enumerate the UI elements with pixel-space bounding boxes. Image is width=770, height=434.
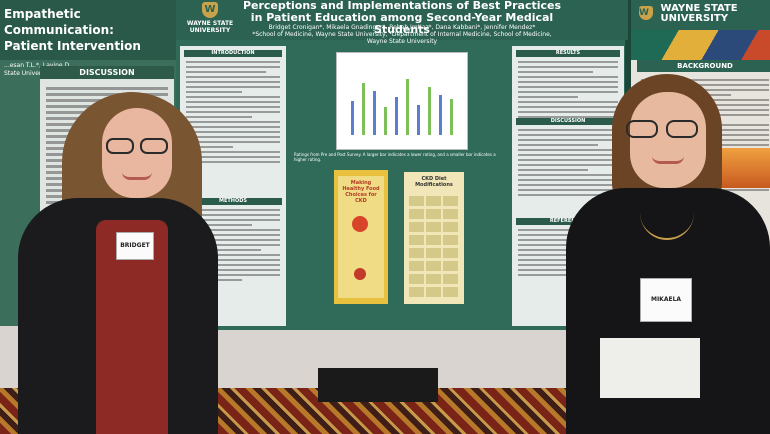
handout1-title: Making Healthy Food Choices for CKD xyxy=(342,180,380,204)
diet-table-cell xyxy=(443,196,458,206)
diet-table-cell xyxy=(426,261,441,271)
right-poster-header xyxy=(631,0,770,30)
chart-caption: Ratings from Pre and Post Survey. A larg… xyxy=(294,152,496,162)
background-person-legs xyxy=(318,368,438,402)
diet-table-cell xyxy=(409,209,424,219)
methods-heading: METHODS xyxy=(184,198,282,205)
chart-bar xyxy=(395,97,398,135)
diet-table-cell xyxy=(409,248,424,258)
results-heading: RESULTS xyxy=(516,50,620,57)
person-left-glasses-icon xyxy=(104,138,170,156)
poster-title: Perceptions and Implementations of Best … xyxy=(242,0,562,36)
diet-table-cell xyxy=(409,287,424,297)
results-text xyxy=(518,58,618,121)
healthy-food-handout: Making Healthy Food Choices for CKD xyxy=(334,170,388,304)
person-right-smile xyxy=(652,156,684,164)
main-poster: W WAYNE STATE UNIVERSITY Perceptions and… xyxy=(176,0,628,330)
diet-table-cell xyxy=(426,235,441,245)
right-wayne-state-shield-icon: W xyxy=(639,6,653,20)
diet-table-cell xyxy=(426,209,441,219)
chart-bar xyxy=(428,87,431,135)
ckd-diet-handout: CKD Diet Modifications xyxy=(404,172,464,304)
discussion-heading: DISCUSSION xyxy=(516,118,620,125)
diet-table-cell xyxy=(409,274,424,284)
chart-bar xyxy=(439,95,442,135)
methods-text xyxy=(186,206,280,284)
person-right-glasses-icon xyxy=(626,120,706,140)
person-right-necklace xyxy=(640,200,694,240)
diet-table-cell xyxy=(443,248,458,258)
diet-table-cell xyxy=(443,274,458,284)
person-right-face xyxy=(630,92,706,188)
person-left-smile xyxy=(122,172,152,180)
chart-bar xyxy=(362,83,365,135)
main-poster-header xyxy=(176,0,628,40)
chart-bar xyxy=(373,91,376,135)
diet-table-cell xyxy=(443,209,458,219)
person-right-skirt xyxy=(600,338,700,398)
wayne-state-shield-icon: W xyxy=(202,2,218,18)
diet-table-cell xyxy=(443,222,458,232)
no-sign-icon xyxy=(352,216,368,232)
diet-table-cell xyxy=(443,261,458,271)
poster-authors: Bridget Cronigan*, Mikaela Gnadinger*, R… xyxy=(242,24,562,45)
diet-table-cell xyxy=(426,287,441,297)
diet-table-cell xyxy=(409,261,424,271)
diet-table-cell xyxy=(409,235,424,245)
chart-bar xyxy=(384,107,387,135)
left-poster-title: Empathetic Communication: Patient Interv… xyxy=(0,0,176,60)
survey-bar-chart xyxy=(336,52,468,150)
handout2-title: CKD Diet Modifications xyxy=(415,176,453,188)
name-badge-left: BRIDGET xyxy=(116,232,154,260)
diet-table-cell xyxy=(426,248,441,258)
diet-table-cell xyxy=(426,222,441,232)
intro-heading: INTRODUCTION xyxy=(184,50,282,57)
diet-table-cell xyxy=(426,274,441,284)
chart-bar xyxy=(406,79,409,135)
diet-table-cell xyxy=(409,222,424,232)
poster-author-list: Bridget Cronigan*, Mikaela Gnadinger*, R… xyxy=(268,24,536,31)
wayne-state-logo-text: WAYNE STATE UNIVERSITY xyxy=(186,20,234,34)
food-icon xyxy=(354,268,366,280)
diet-table-cell xyxy=(443,235,458,245)
diet-table-cell xyxy=(443,287,458,297)
poster-affiliation: *School of Medicine, Wayne State Univers… xyxy=(252,31,552,45)
diet-table-cell xyxy=(426,196,441,206)
right-logo-text: WAYNE STATE UNIVERSITY xyxy=(660,3,738,24)
discussion-text xyxy=(518,126,618,199)
wayne-state-logo: W WAYNE STATE UNIVERSITY xyxy=(180,2,240,34)
name-badge-right: MIKAELA xyxy=(640,278,692,322)
chart-bar xyxy=(450,99,453,135)
chart-bar xyxy=(351,101,354,135)
chart-bar xyxy=(417,105,420,135)
background-heading: BACKGROUND xyxy=(637,60,770,72)
right-poster-logo: W WAYNE STATE UNIVERSITY xyxy=(639,4,770,24)
left-poster-section: DISCUSSION xyxy=(40,66,174,79)
decorative-stripe xyxy=(631,30,770,60)
intro-text xyxy=(186,58,280,166)
diet-table-cell xyxy=(409,196,424,206)
references-heading: REFERENCES xyxy=(516,218,620,225)
